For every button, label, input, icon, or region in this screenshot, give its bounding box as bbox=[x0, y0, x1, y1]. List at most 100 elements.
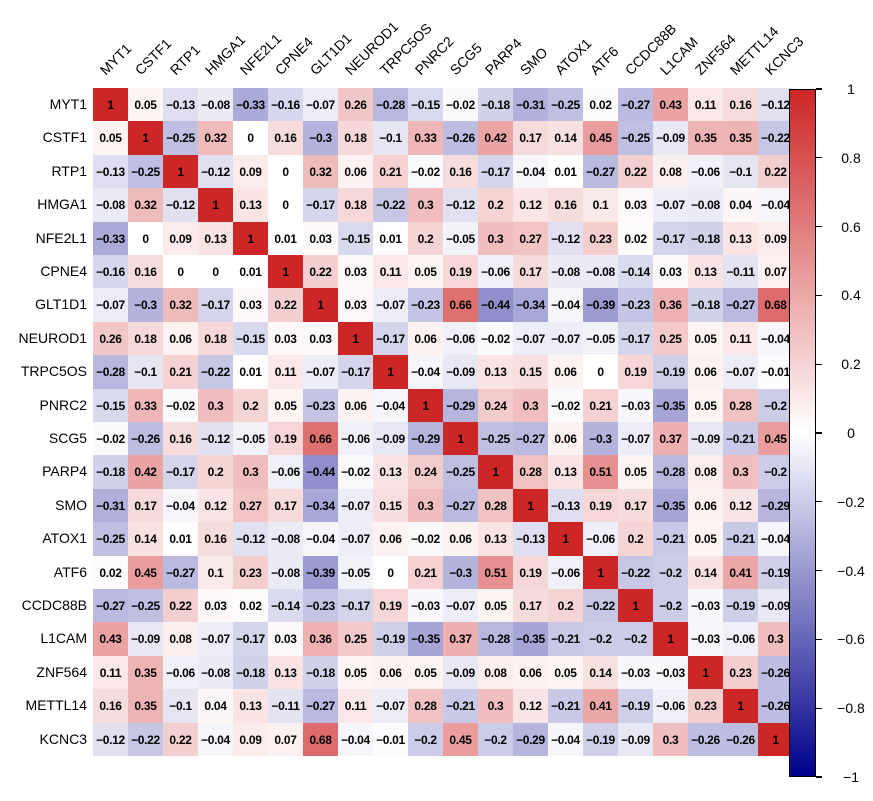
matrix-cell-SCG5-NEUROD1: −0.06 bbox=[338, 422, 373, 456]
matrix-cell-HMGA1-SCG5: −0.12 bbox=[443, 188, 478, 223]
matrix-cell-CCDC88B-L1CAM: −0.2 bbox=[653, 589, 688, 623]
matrix-cell-GLT1D1-RTP1: 0.32 bbox=[163, 288, 198, 323]
matrix-cell-TRPC5OS-SMO: 0.15 bbox=[513, 355, 548, 390]
matrix-cell-ATF6-KCNC3: −0.19 bbox=[758, 555, 793, 590]
matrix-cell-NEUROD1-METTL14: 0.11 bbox=[723, 321, 758, 356]
colorbar-tick-label: 0.4 bbox=[841, 287, 861, 304]
matrix-cell-NEUROD1-ATOX1: −0.07 bbox=[548, 321, 583, 356]
matrix-cell-L1CAM-HMGA1: −0.07 bbox=[198, 622, 233, 657]
colorbar-tick-label: −0.2 bbox=[837, 493, 865, 510]
matrix-cell-RTP1-NFE2L1: 0.09 bbox=[233, 154, 268, 189]
matrix-cell-RTP1-MYT1: −0.13 bbox=[93, 154, 128, 189]
matrix-cell-ZNF564-GLT1D1: −0.18 bbox=[303, 655, 338, 690]
matrix-cell-ZNF564-METTL14: 0.23 bbox=[723, 655, 758, 690]
matrix-cell-GLT1D1-KCNC3: 0.68 bbox=[758, 288, 793, 323]
col-label-ATOX1: ATOX1 bbox=[551, 35, 595, 78]
matrix-cell-TRPC5OS-KCNC3: −0.01 bbox=[758, 355, 793, 390]
matrix-cell-SCG5-ATF6: −0.3 bbox=[583, 422, 618, 456]
matrix-cell-L1CAM-CSTF1: −0.09 bbox=[128, 622, 163, 657]
matrix-cell-SCG5-METTL14: −0.21 bbox=[723, 422, 758, 456]
matrix-cell-SMO-TRPC5OS: 0.15 bbox=[373, 488, 408, 523]
matrix-cell-KCNC3-MYT1: −0.12 bbox=[93, 722, 128, 757]
matrix-cell-NEUROD1-SMO: −0.07 bbox=[513, 321, 548, 356]
colorbar-tick bbox=[816, 707, 822, 709]
matrix-cell-CPNE4-HMGA1: 0 bbox=[198, 255, 233, 289]
matrix-cell-ZNF564-NFE2L1: −0.18 bbox=[233, 655, 268, 690]
matrix-cell-SMO-CCDC88B: 0.17 bbox=[618, 488, 653, 523]
matrix-cell-SCG5-CPNE4: 0.19 bbox=[268, 422, 303, 456]
matrix-cell-ZNF564-KCNC3: −0.26 bbox=[758, 655, 793, 690]
matrix-cell-PARP4-SMO: 0.28 bbox=[513, 455, 548, 490]
colorbar-tick-label: 0.8 bbox=[841, 149, 861, 166]
colorbar-tick-label: −0.8 bbox=[837, 700, 865, 717]
matrix-cell-RTP1-PARP4: −0.17 bbox=[478, 154, 513, 189]
matrix-cell-ZNF564-ATOX1: 0.05 bbox=[548, 655, 583, 690]
matrix-cell-PARP4-CCDC88B: 0.05 bbox=[618, 455, 653, 490]
matrix-cell-CCDC88B-METTL14: −0.19 bbox=[723, 589, 758, 623]
matrix-cell-CCDC88B-TRPC5OS: 0.19 bbox=[373, 589, 408, 623]
matrix-cell-KCNC3-CCDC88B: −0.09 bbox=[618, 722, 653, 757]
matrix-cell-KCNC3-METTL14: −0.26 bbox=[723, 722, 758, 757]
matrix-cell-CSTF1-ATF6: 0.45 bbox=[583, 121, 618, 156]
matrix-cell-ATOX1-NEUROD1: −0.07 bbox=[338, 522, 373, 557]
colorbar-tick-label: 1 bbox=[847, 81, 855, 97]
matrix-cell-PNRC2-SMO: 0.3 bbox=[513, 388, 548, 423]
matrix-cell-SCG5-HMGA1: −0.12 bbox=[198, 422, 233, 456]
matrix-cell-ATF6-RTP1: −0.27 bbox=[163, 555, 198, 590]
matrix-cell-NEUROD1-GLT1D1: 0.03 bbox=[303, 321, 338, 356]
matrix-cell-ATOX1-CPNE4: −0.08 bbox=[268, 522, 303, 557]
matrix-cell-TRPC5OS-RTP1: 0.21 bbox=[163, 355, 198, 390]
matrix-cell-PNRC2-CPNE4: 0.05 bbox=[268, 388, 303, 423]
colorbar-tick-label: 0 bbox=[847, 425, 855, 441]
row-label-SMO: SMO bbox=[55, 496, 87, 513]
matrix-cell-GLT1D1-MYT1: −0.07 bbox=[93, 288, 128, 323]
heatmap-grid: 1 0.05 −0.13 −0.08 −0.33 −0.16 −0.07 0.26 −0.28−… bbox=[93, 88, 793, 757]
matrix-cell-SMO-ATOX1: −0.13 bbox=[548, 488, 583, 523]
matrix-cell-L1CAM-CPNE4: 0.03 bbox=[268, 622, 303, 657]
matrix-cell-CSTF1-PARP4: 0.42 bbox=[478, 121, 513, 156]
matrix-cell-SMO-PARP4: 0.28 bbox=[478, 488, 513, 523]
matrix-cell-ATF6-METTL14: 0.41 bbox=[723, 555, 758, 590]
matrix-cell-CCDC88B-ZNF564: −0.03 bbox=[688, 589, 723, 623]
matrix-cell-PARP4-CSTF1: 0.42 bbox=[128, 455, 163, 490]
matrix-cell-SCG5-KCNC3: 0.45 bbox=[758, 422, 793, 456]
matrix-cell-NFE2L1-SMO: 0.27 bbox=[513, 221, 548, 256]
matrix-cell-CCDC88B-RTP1: 0.22 bbox=[163, 589, 198, 623]
row-label-CSTF1: CSTF1 bbox=[42, 129, 87, 146]
matrix-cell-L1CAM-NEUROD1: 0.25 bbox=[338, 622, 373, 657]
matrix-cell-KCNC3-NFE2L1: 0.09 bbox=[233, 722, 268, 757]
matrix-cell-SCG5-RTP1: 0.16 bbox=[163, 422, 198, 456]
col-label-CSTF1: CSTF1 bbox=[131, 35, 174, 78]
matrix-cell-ATF6-ATF6: 1 bbox=[583, 555, 618, 590]
matrix-cell-MYT1-RTP1: −0.13 bbox=[163, 88, 198, 122]
matrix-cell-PARP4-METTL14: 0.3 bbox=[723, 455, 758, 490]
matrix-cell-ATF6-GLT1D1: −0.39 bbox=[303, 555, 338, 590]
colorbar-tick-label: 0.6 bbox=[841, 218, 861, 235]
matrix-cell-CCDC88B-SCG5: −0.07 bbox=[443, 589, 478, 623]
matrix-cell-CCDC88B-KCNC3: −0.09 bbox=[758, 589, 793, 623]
matrix-cell-GLT1D1-TRPC5OS: −0.07 bbox=[373, 288, 408, 323]
matrix-cell-GLT1D1-CCDC88B: −0.23 bbox=[618, 288, 653, 323]
matrix-cell-ZNF564-HMGA1: −0.08 bbox=[198, 655, 233, 690]
matrix-cell-KCNC3-TRPC5OS: −0.01 bbox=[373, 722, 408, 757]
matrix-cell-PARP4-ATF6: 0.51 bbox=[583, 455, 618, 490]
matrix-cell-CPNE4-KCNC3: 0.07 bbox=[758, 255, 793, 289]
matrix-cell-ATF6-CSTF1: 0.45 bbox=[128, 555, 163, 590]
matrix-cell-PNRC2-L1CAM: −0.35 bbox=[653, 388, 688, 423]
matrix-cell-RTP1-L1CAM: 0.08 bbox=[653, 154, 688, 189]
matrix-cell-PNRC2-PARP4: 0.24 bbox=[478, 388, 513, 423]
matrix-cell-SMO-NEUROD1: −0.07 bbox=[338, 488, 373, 523]
matrix-cell-SMO-KCNC3: −0.29 bbox=[758, 488, 793, 523]
matrix-cell-PARP4-CPNE4: −0.06 bbox=[268, 455, 303, 490]
row-label-NFE2L1: NFE2L1 bbox=[35, 229, 87, 246]
matrix-cell-NEUROD1-MYT1: 0.26 bbox=[93, 321, 128, 356]
matrix-cell-CPNE4-CPNE4: 1 bbox=[268, 255, 303, 289]
matrix-cell-CCDC88B-ATOX1: 0.2 bbox=[548, 589, 583, 623]
matrix-cell-KCNC3-GLT1D1: 0.68 bbox=[303, 722, 338, 757]
matrix-cell-RTP1-ATF6: −0.27 bbox=[583, 154, 618, 189]
colorbar-tick bbox=[816, 776, 822, 778]
matrix-cell-KCNC3-CSTF1: −0.22 bbox=[128, 722, 163, 757]
matrix-cell-METTL14-NFE2L1: 0.13 bbox=[233, 689, 268, 724]
matrix-cell-TRPC5OS-PNRC2: −0.04 bbox=[408, 355, 443, 390]
